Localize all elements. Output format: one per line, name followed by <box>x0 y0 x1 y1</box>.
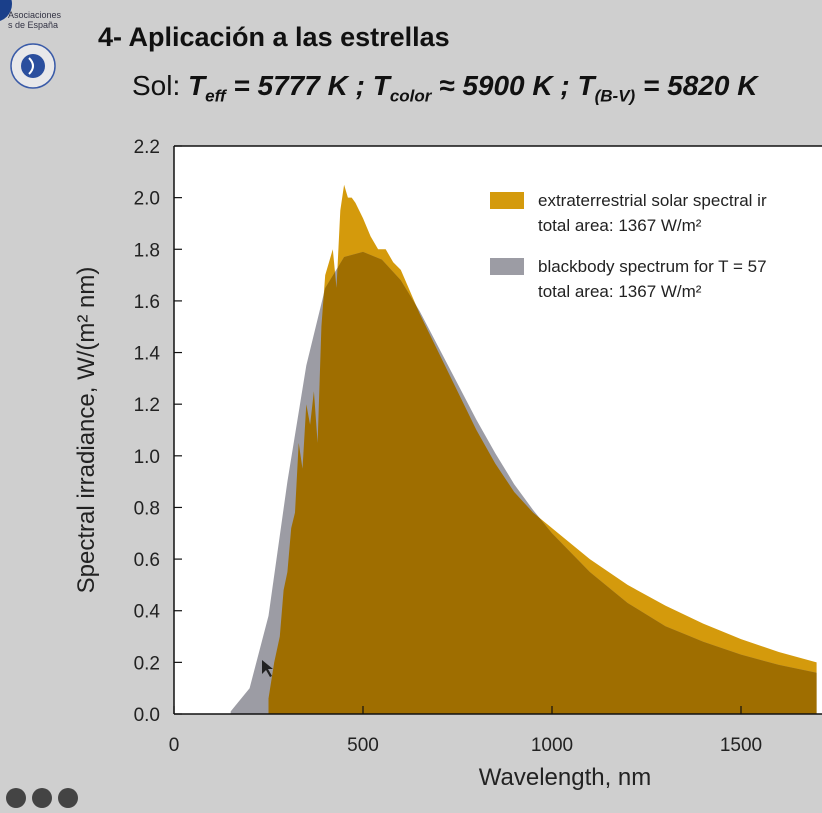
y-tick-label: 0.6 <box>134 550 160 571</box>
org-name: Asociaciones s de España <box>8 10 61 30</box>
slide-subtitle: Sol: Teff = 5777 K ; Tcolor ≈ 5900 K ; T… <box>132 70 757 107</box>
legend-total-area: total area: 1367 W/m² <box>538 282 702 301</box>
subtitles-icon[interactable] <box>6 788 26 808</box>
y-tick-label: 2.0 <box>134 189 160 210</box>
legend-series-name: blackbody spectrum for T = 57 <box>538 257 767 276</box>
y-axis-label: Spectral irradiance, W/(m² nm) <box>73 267 100 594</box>
teff-subscript: eff <box>205 86 226 106</box>
tbv-subscript: (B-V) <box>594 86 636 106</box>
y-tick-label: 1.8 <box>134 240 160 261</box>
x-tick-label: 0 <box>169 735 180 756</box>
teff-value: = 5777 K ; <box>225 70 373 101</box>
legend-total-area: total area: 1367 W/m² <box>538 216 702 235</box>
y-tick-label: 1.0 <box>134 447 160 468</box>
legend-series-name: extraterrestrial solar spectral ir <box>538 191 767 210</box>
legend: extraterrestrial solar spectral ir total … <box>490 191 767 301</box>
y-tick-label: 2.2 <box>134 137 160 158</box>
plot-layer <box>174 146 822 714</box>
association-logo-icon <box>0 0 56 89</box>
y-tick-label: 0.8 <box>134 498 160 519</box>
video-controls[interactable] <box>6 788 84 808</box>
axes-layer: 0.0 0.2 0.4 0.6 0.8 1.0 1.2 1.4 1.6 1.8 2.0 2.2 0 500… <box>134 137 822 756</box>
tcolor-value: ≈ 5900 K ; <box>431 70 578 101</box>
subtitle-prefix: Sol: <box>132 70 189 101</box>
tcolor-symbol: T <box>372 70 390 101</box>
tbv-symbol: T <box>577 70 595 101</box>
y-tick-label: 1.4 <box>134 344 161 365</box>
mouse-cursor-icon <box>262 660 273 677</box>
y-tick-label: 0.4 <box>134 602 161 623</box>
y-tick-label: 0.0 <box>134 705 160 726</box>
settings-icon[interactable] <box>32 788 52 808</box>
teff-symbol: T <box>188 70 206 101</box>
x-tick-label: 500 <box>347 735 379 756</box>
x-tick-label: 1000 <box>531 735 573 756</box>
legend-swatch <box>490 192 524 209</box>
y-tick-label: 1.6 <box>134 292 160 313</box>
tcolor-subscript: color <box>389 86 432 106</box>
logo-area: Asociaciones s de España <box>0 0 70 100</box>
org-name-line1: Asociaciones <box>8 10 62 20</box>
tbv-value: = 5820 K <box>635 70 758 101</box>
y-tick-label: 1.2 <box>134 395 160 416</box>
series-group <box>230 184 817 714</box>
slide-title: 4- Aplicación a las estrellas <box>98 22 450 52</box>
x-tick-label: 1500 <box>720 735 762 756</box>
org-name-line2: s de España <box>8 20 59 30</box>
overlap-area <box>268 251 817 714</box>
legend-swatch <box>490 258 524 275</box>
share-icon[interactable] <box>58 788 78 808</box>
y-tick-label: 0.2 <box>134 653 160 674</box>
x-axis-label: Wavelength, nm <box>479 764 652 791</box>
